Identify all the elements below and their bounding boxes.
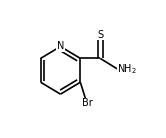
Text: S: S (97, 30, 103, 40)
Text: NH$_2$: NH$_2$ (117, 62, 137, 76)
Text: Br: Br (82, 98, 92, 108)
Text: N: N (57, 42, 64, 51)
